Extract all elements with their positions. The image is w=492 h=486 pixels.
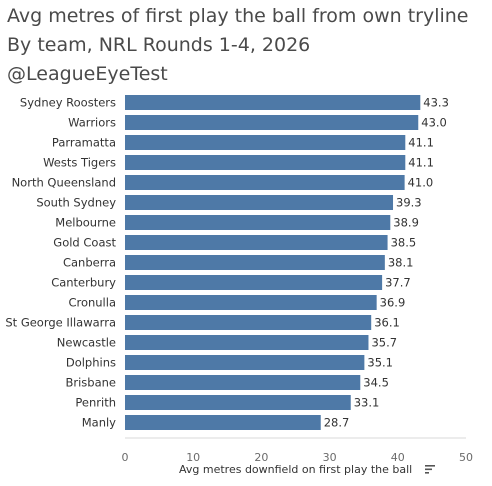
bar-newcastle[interactable] (125, 335, 369, 350)
category-label-wests-tigers: Wests Tigers (43, 156, 116, 170)
x-tick-label-0: 0 (122, 451, 129, 464)
bar-melbourne[interactable] (125, 215, 391, 230)
bar-penrith[interactable] (125, 395, 351, 410)
title-line-3: @LeagueEyeTest (7, 63, 168, 85)
category-label-warriors: Warriors (68, 116, 116, 130)
category-label-brisbane: Brisbane (65, 376, 116, 390)
value-label-cronulla: 36.9 (380, 296, 406, 310)
x-axis-ticks: 0 10 20 30 40 50 (122, 451, 474, 464)
bar-brisbane[interactable] (125, 375, 361, 390)
category-label-manly: Manly (82, 416, 116, 430)
value-label-st-george-illawarra: 36.1 (374, 316, 400, 330)
category-label-dolphins: Dolphins (66, 356, 116, 370)
value-label-gold-coast: 38.5 (391, 236, 417, 250)
category-label-canterbury: Canterbury (51, 276, 116, 290)
bar-wests-tigers[interactable] (125, 155, 406, 170)
value-label-melbourne: 38.9 (393, 216, 419, 230)
category-label-south-sydney: South Sydney (36, 196, 116, 210)
x-tick-label-50: 50 (459, 451, 473, 464)
category-label-melbourne: Melbourne (55, 216, 116, 230)
value-label-canberra: 38.1 (388, 256, 414, 270)
bar-dolphins[interactable] (125, 355, 365, 370)
x-tick-label-30: 30 (323, 451, 337, 464)
category-label-newcastle: Newcastle (57, 336, 116, 350)
category-labels: Sydney Roosters Warriors Parramatta Wests T… (5, 96, 116, 430)
category-label-canberra: Canberra (63, 256, 116, 270)
sort-descending-icon[interactable] (425, 465, 435, 474)
chart-title: Avg metres of first play the ball from o… (7, 2, 469, 89)
category-label-gold-coast: Gold Coast (53, 236, 116, 250)
title-line-1: Avg metres of first play the ball from o… (7, 5, 469, 27)
bar-st-george-illawarra[interactable] (125, 315, 372, 330)
value-label-brisbane: 34.5 (363, 376, 389, 390)
category-label-st-george-illawarra: St George Illawarra (5, 316, 116, 330)
bar-canterbury[interactable] (125, 275, 383, 290)
value-label-penrith: 33.1 (354, 396, 380, 410)
value-label-parramatta: 41.1 (408, 136, 434, 150)
bar-gold-coast[interactable] (125, 235, 388, 250)
value-labels: 43.3 43.0 41.1 41.1 41.0 39.3 38.9 38.5 38.1 37.7… (324, 96, 449, 430)
bars-group (125, 95, 421, 430)
bar-south-sydney[interactable] (125, 195, 394, 210)
bar-cronulla[interactable] (125, 295, 377, 310)
x-tick-label-10: 10 (186, 451, 200, 464)
category-label-cronulla: Cronulla (68, 296, 116, 310)
category-label-north-queensland: North Queensland (12, 176, 116, 190)
title-line-2: By team, NRL Rounds 1-4, 2026 (7, 34, 311, 56)
category-label-penrith: Penrith (75, 396, 116, 410)
value-label-dolphins: 35.1 (367, 356, 393, 370)
value-label-sydney-roosters: 43.3 (423, 96, 449, 110)
bar-manly[interactable] (125, 415, 321, 430)
category-label-sydney-roosters: Sydney Roosters (20, 96, 116, 110)
value-label-south-sydney: 39.3 (396, 196, 422, 210)
bar-canberra[interactable] (125, 255, 385, 270)
value-label-wests-tigers: 41.1 (408, 156, 434, 170)
value-label-canterbury: 37.7 (385, 276, 411, 290)
value-label-manly: 28.7 (324, 416, 350, 430)
bar-warriors[interactable] (125, 115, 419, 130)
x-tick-label-20: 20 (254, 451, 268, 464)
value-label-north-queensland: 41.0 (408, 176, 434, 190)
x-tick-label-40: 40 (391, 451, 405, 464)
x-axis-label: Avg metres downfield on first play the b… (179, 463, 412, 476)
bar-parramatta[interactable] (125, 135, 406, 150)
value-label-warriors: 43.0 (421, 116, 447, 130)
bar-north-queensland[interactable] (125, 175, 405, 190)
category-label-parramatta: Parramatta (52, 136, 116, 150)
value-label-newcastle: 35.7 (371, 336, 397, 350)
bar-sydney-roosters[interactable] (125, 95, 421, 110)
